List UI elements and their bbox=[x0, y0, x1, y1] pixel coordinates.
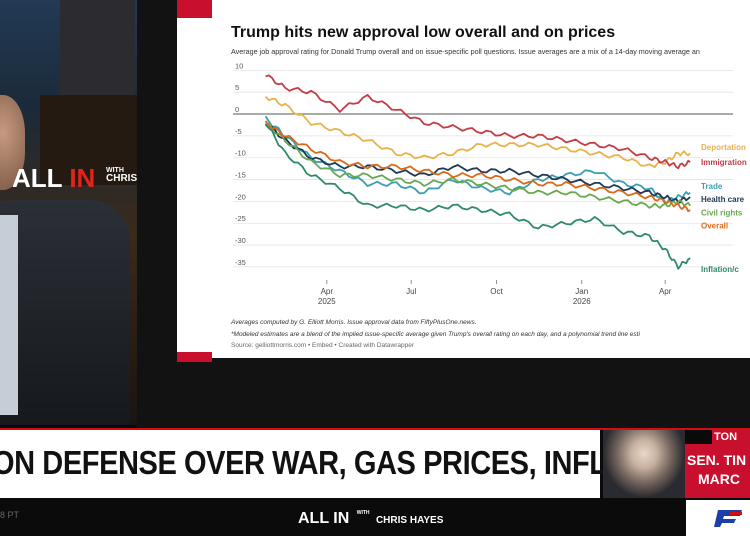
building-right bbox=[40, 95, 140, 185]
y-tick-label: 0 bbox=[235, 105, 239, 114]
clock-readout: 8 PT bbox=[0, 510, 20, 520]
y-tick-label: -20 bbox=[235, 192, 246, 201]
logo-in: IN bbox=[69, 163, 96, 193]
chart-title: Trump hits new approval low overall and … bbox=[231, 24, 616, 41]
y-tick-label: -5 bbox=[235, 127, 242, 136]
x-tick-label: Oct bbox=[490, 287, 503, 296]
y-tick-label: 10 bbox=[235, 61, 243, 70]
show-logo-backdrop: ALL IN WITH CHRIS bbox=[12, 163, 137, 194]
bottom-logo-host: CHRIS HAYES bbox=[375, 515, 444, 526]
chart-subtitle: Average job approval rating for Donald T… bbox=[231, 47, 700, 56]
series-end-label: Inflation/c bbox=[701, 265, 739, 274]
chart-panel bbox=[177, 0, 750, 358]
bottom-bar bbox=[0, 498, 750, 536]
host-head bbox=[0, 95, 25, 190]
series-line-health-care bbox=[264, 123, 691, 204]
series-line-immigration bbox=[265, 74, 691, 170]
bottom-logo-with: WITH bbox=[356, 510, 370, 516]
x-tick-label: Apr bbox=[659, 287, 672, 296]
footnote-credit: Source: gelliottmorris.com • Embed • Cre… bbox=[231, 342, 415, 349]
series-line-civil-rights bbox=[265, 122, 691, 209]
x-tick-sublabel: 2026 bbox=[573, 297, 591, 306]
x-tick-label: Jul bbox=[406, 287, 416, 296]
y-tick-label: -35 bbox=[235, 258, 246, 267]
y-tick-label: -15 bbox=[235, 171, 246, 180]
y-tick-label: -25 bbox=[235, 214, 246, 223]
headline-text: ON DEFENSE OVER WAR, GAS PRICES, INFLATI… bbox=[0, 444, 693, 481]
x-tick-label: Apr bbox=[321, 287, 334, 296]
y-tick-label: -30 bbox=[235, 236, 246, 245]
x-tick-label: Jan bbox=[575, 287, 588, 296]
guest-name-line1: SEN. TIN bbox=[687, 452, 747, 468]
series-line-trade bbox=[264, 115, 691, 204]
series-end-label: Trade bbox=[701, 182, 723, 191]
series-line-inflation-c bbox=[264, 124, 691, 270]
host-shirt bbox=[0, 215, 18, 415]
logo-with-host: WITH CHRIS bbox=[106, 167, 138, 184]
guest-name-box bbox=[685, 444, 750, 498]
series-line-overall bbox=[264, 120, 691, 213]
series-end-label: Overall bbox=[701, 221, 728, 230]
series-end-label: Deportation bbox=[701, 143, 746, 152]
series-end-label: Health care bbox=[701, 195, 745, 204]
bottom-show-logo: ALL IN WITH CHRIS HAYES bbox=[298, 510, 443, 528]
footnote-source: Averages computed by G. Elliott Morris. … bbox=[231, 319, 477, 326]
guest-photo bbox=[603, 430, 685, 498]
y-tick-label: 5 bbox=[235, 83, 239, 92]
lower-third bbox=[0, 428, 600, 498]
logo-all: ALL bbox=[12, 163, 63, 193]
guest-tag: TON bbox=[712, 430, 750, 444]
chart-labels: Deportation Immigration Trade Health care Ci… bbox=[701, 143, 747, 274]
lower-third-rule bbox=[0, 428, 750, 430]
guest-name-line2: MARC bbox=[698, 471, 740, 487]
panel-red-corner-bottom bbox=[177, 352, 212, 362]
footnote-modeled: *Modeled estimates are a blend of the im… bbox=[231, 331, 640, 338]
network-logo-icon bbox=[714, 510, 742, 527]
chart-series bbox=[264, 74, 691, 270]
building-left bbox=[60, 0, 135, 110]
series-end-label: Immigration bbox=[701, 158, 747, 167]
bottom-logo-allin: ALL IN bbox=[298, 510, 350, 527]
series-end-label: Civil rights bbox=[701, 208, 743, 217]
x-tick-sublabel: 2025 bbox=[318, 297, 336, 306]
series-line-deportation bbox=[264, 95, 691, 169]
host-body bbox=[0, 200, 130, 425]
panel-red-corner bbox=[177, 0, 212, 18]
y-tick-label: -10 bbox=[235, 149, 246, 158]
